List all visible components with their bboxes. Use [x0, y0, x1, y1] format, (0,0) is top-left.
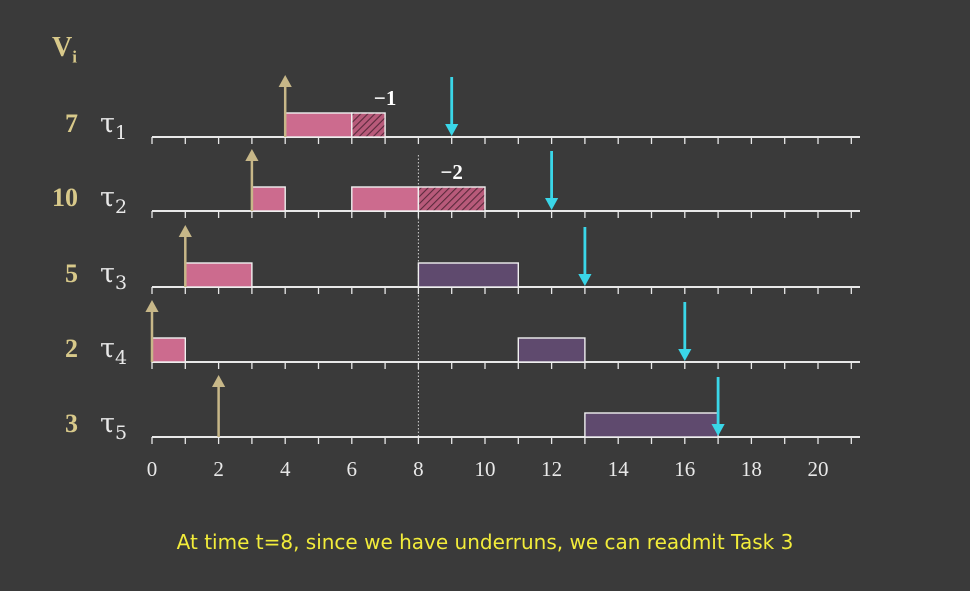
execution-block-readmitted	[517, 337, 586, 363]
task-name: τ2	[100, 182, 127, 218]
deadline-arrow-head	[445, 124, 459, 136]
task-name: τ5	[100, 408, 127, 444]
task-name: τ1	[100, 108, 127, 144]
execution-block-executed	[184, 262, 253, 288]
deadline-arrow	[711, 377, 725, 436]
axis-tick-label: 6	[347, 457, 358, 481]
task-value: 3	[65, 409, 78, 438]
deadline-arrow-head	[545, 198, 559, 210]
task-row-3: 5 τ3	[65, 225, 860, 294]
task-name-index: 1	[115, 122, 127, 144]
execution-block-executed	[251, 186, 286, 212]
release-arrow	[245, 149, 259, 211]
release-arrow-head	[245, 149, 259, 161]
task-row-5: 3 τ5	[65, 375, 860, 444]
release-arrow	[212, 375, 226, 437]
value-column-header: Vi	[52, 32, 77, 68]
release-arrow	[145, 300, 159, 362]
execution-block-underrun	[351, 112, 386, 138]
release-arrow-head	[278, 75, 292, 87]
axis-tick-label: 0	[147, 457, 158, 481]
deadline-arrow	[445, 77, 459, 136]
deadline-arrow	[678, 302, 692, 361]
execution-block-executed	[284, 112, 353, 138]
task-value: 7	[65, 109, 78, 138]
task-row-1: 7 τ1−1	[65, 75, 860, 144]
task-name-index: 3	[115, 272, 127, 294]
deadline-arrow	[545, 151, 559, 210]
execution-block-executed	[351, 186, 420, 212]
task-name-symbol: τ	[100, 333, 115, 364]
release-arrow-head	[178, 225, 192, 237]
axis-tick-label: 10	[475, 457, 496, 481]
task-name-index: 2	[115, 196, 127, 218]
task-name-symbol: τ	[100, 408, 115, 439]
task-name: τ4	[100, 333, 127, 369]
task-row-2: 10 τ2 −2	[52, 149, 860, 218]
release-arrow-head	[145, 300, 159, 312]
axis-tick-label: 8	[413, 457, 424, 481]
execution-block-readmitted	[584, 412, 719, 438]
task-value: 2	[65, 334, 78, 363]
task-name-symbol: τ	[100, 108, 115, 139]
underrun-label: −1	[374, 86, 396, 110]
deadline-arrow-head	[578, 274, 592, 286]
task-name-index: 4	[115, 347, 127, 369]
release-arrow	[178, 225, 192, 287]
task-value: 10	[52, 183, 78, 212]
execution-block-underrun	[417, 186, 486, 212]
axis-tick-label: 20	[808, 457, 829, 481]
underrun-label: −2	[440, 160, 462, 184]
release-arrow	[278, 75, 292, 137]
task-name-symbol: τ	[100, 258, 115, 289]
task-name-symbol: τ	[100, 182, 115, 213]
value-header-subscript: i	[72, 47, 77, 67]
axis-tick-label: 16	[674, 457, 695, 481]
deadline-arrow-head	[711, 424, 725, 436]
caption-text: At time t=8, since we have underruns, we…	[176, 530, 794, 554]
release-arrow-head	[212, 375, 226, 387]
deadline-arrow-head	[678, 349, 692, 361]
execution-block-readmitted	[417, 262, 519, 288]
axis-tick-label: 2	[213, 457, 224, 481]
task-name: τ3	[100, 258, 127, 294]
axis-tick-label: 12	[541, 457, 562, 481]
deadline-arrow	[578, 227, 592, 286]
task-name-index: 5	[115, 422, 127, 444]
axis-tick-label: 14	[608, 457, 630, 481]
task-row-4: 2 τ4	[65, 300, 860, 369]
axis-tick-label: 4	[280, 457, 291, 481]
axis-tick-label: 18	[741, 457, 762, 481]
value-header-label: V	[52, 32, 73, 63]
task-value: 5	[65, 259, 78, 288]
execution-block-executed	[151, 337, 186, 363]
